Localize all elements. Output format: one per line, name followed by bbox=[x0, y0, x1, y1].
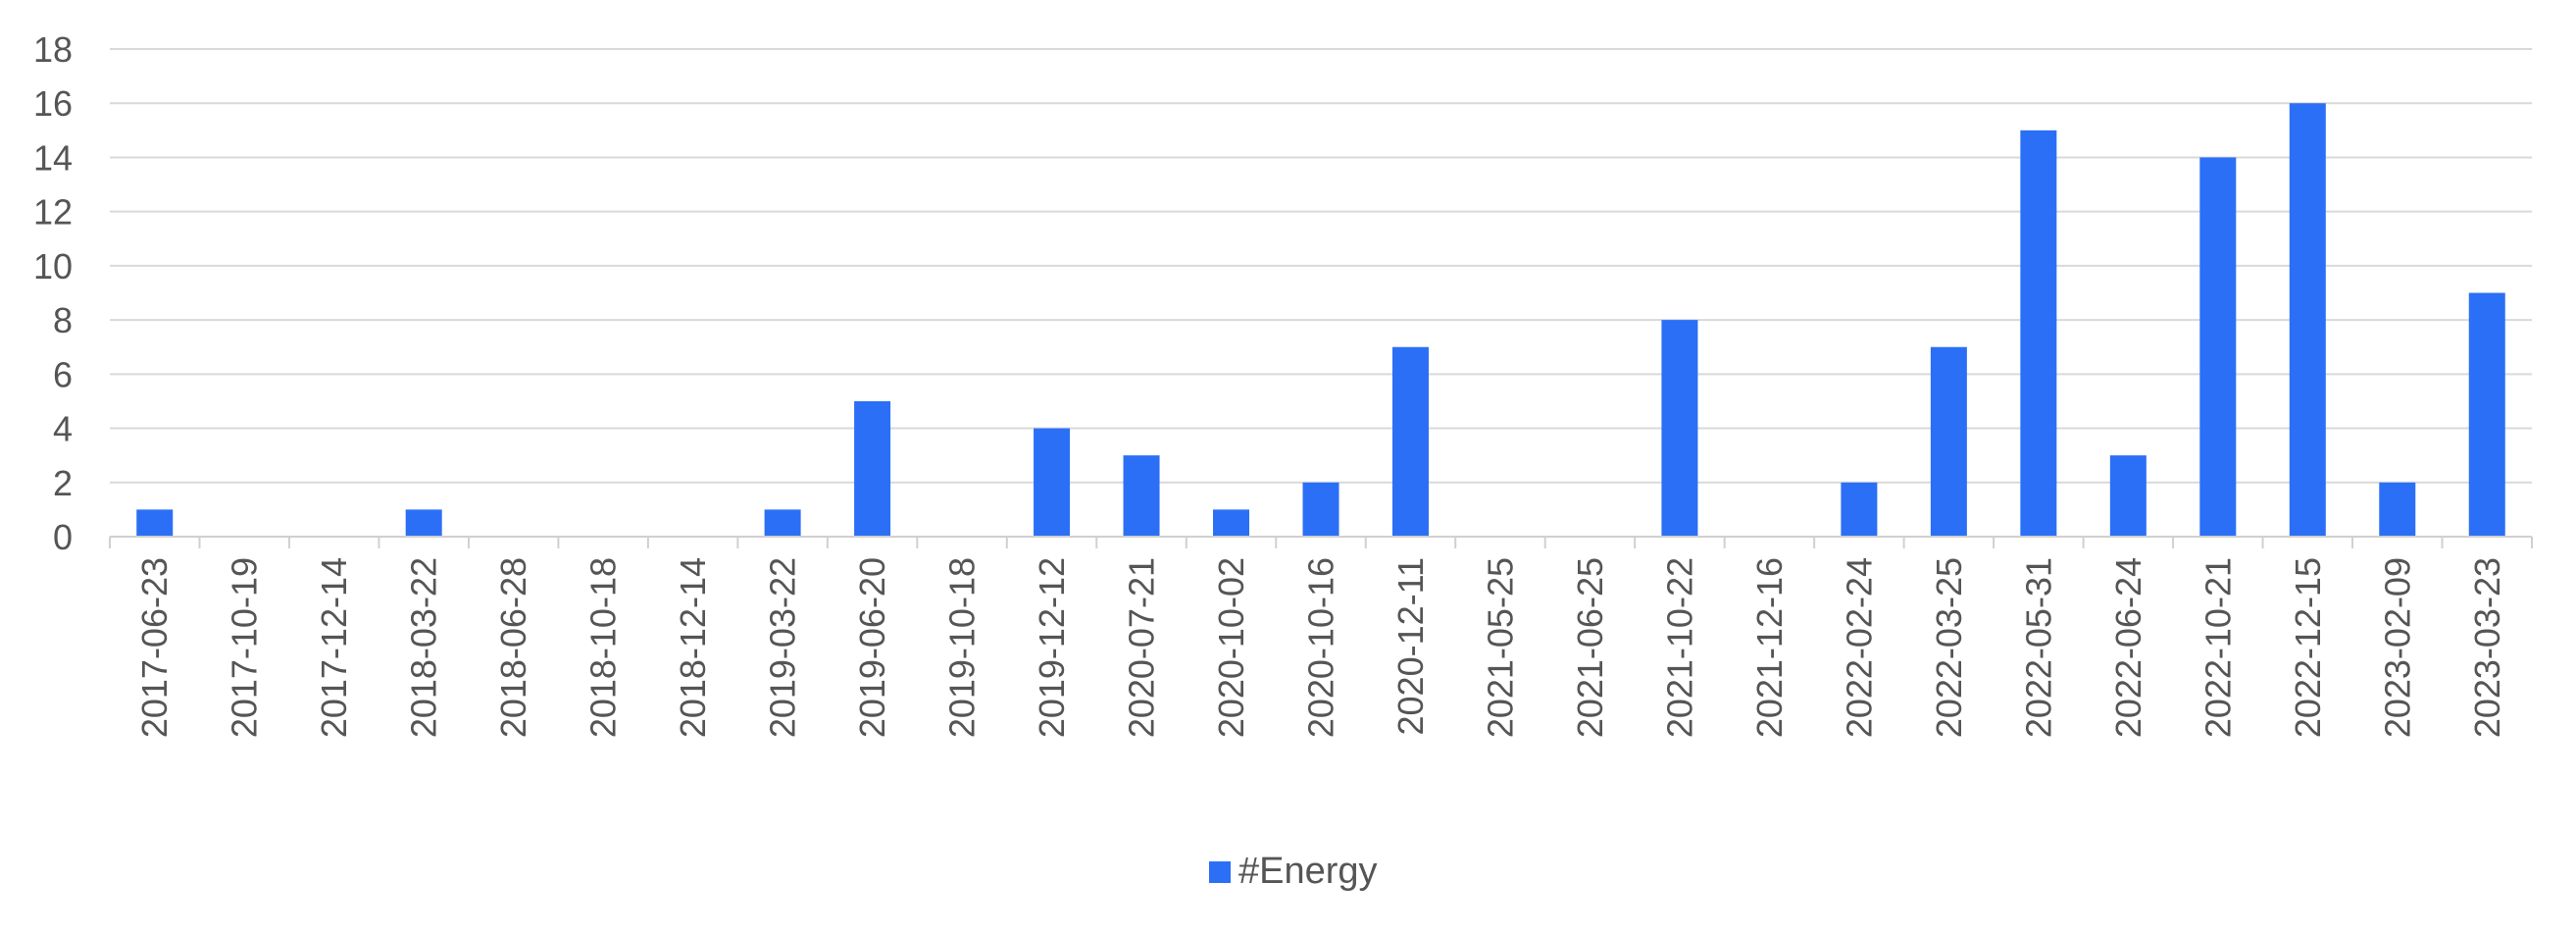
y-tick-label: 4 bbox=[53, 409, 73, 449]
y-tick-label: 2 bbox=[53, 463, 73, 503]
x-tick-label: 2021-05-25 bbox=[1480, 557, 1520, 738]
x-tick-label: 2018-10-18 bbox=[583, 557, 624, 738]
x-tick-label: 2020-10-02 bbox=[1211, 557, 1251, 738]
bar-2023-02-09 bbox=[2379, 482, 2416, 537]
x-tick-label: 2018-03-22 bbox=[404, 557, 444, 738]
y-tick-label: 18 bbox=[33, 29, 73, 70]
y-tick-label: 10 bbox=[33, 246, 73, 286]
x-tick-label: 2021-10-22 bbox=[1659, 557, 1699, 738]
x-tick-label: 2017-10-19 bbox=[225, 557, 265, 738]
x-tick-label: 2022-12-15 bbox=[2288, 557, 2328, 738]
x-tick-label: 2018-12-14 bbox=[673, 557, 713, 738]
y-tick-label: 16 bbox=[33, 83, 73, 124]
x-tick-label: 2023-02-09 bbox=[2377, 557, 2417, 738]
bar-2022-02-24 bbox=[1841, 482, 1878, 537]
bar-2020-10-16 bbox=[1302, 482, 1339, 537]
legend: #Energy bbox=[1209, 851, 1378, 892]
y-tick-label: 6 bbox=[53, 354, 73, 394]
x-tick-label: 2022-03-25 bbox=[1929, 557, 1969, 738]
x-tick-label: 2020-10-16 bbox=[1301, 557, 1341, 738]
x-tick-label: 2022-05-31 bbox=[2018, 557, 2058, 738]
x-tick-label: 2019-06-20 bbox=[852, 557, 892, 738]
y-tick-label: 12 bbox=[33, 192, 73, 233]
legend-label-energy: #Energy bbox=[1238, 851, 1378, 892]
x-tick-label: 2022-10-21 bbox=[2197, 557, 2238, 738]
x-axis bbox=[109, 536, 2533, 548]
x-tick-label: 2020-12-11 bbox=[1390, 557, 1431, 735]
x-tick-label: 2019-03-22 bbox=[763, 557, 803, 738]
bars bbox=[136, 103, 2505, 538]
x-tick-label: 2021-06-25 bbox=[1570, 557, 1610, 738]
bar-2018-03-22 bbox=[405, 509, 442, 537]
x-axis-ticks: 2017-06-23 2017-10-19 2017-12-14 2018-03-22… bbox=[134, 557, 2507, 738]
bar-2019-12-12 bbox=[1034, 428, 1071, 537]
x-tick-label: 2021-12-16 bbox=[1749, 557, 1790, 738]
x-tick-label: 2020-07-21 bbox=[1122, 557, 1162, 738]
bar-2020-10-02 bbox=[1213, 509, 1250, 537]
y-axis-ticks: 0 2 4 6 8 10 12 14 16 18 bbox=[33, 29, 73, 557]
x-tick-label: 2019-12-12 bbox=[1032, 557, 1072, 738]
bar-2019-03-22 bbox=[764, 509, 801, 537]
bar-2021-10-22 bbox=[1661, 320, 1698, 537]
bar-2022-03-25 bbox=[1930, 346, 1967, 537]
x-tick-label: 2018-06-28 bbox=[493, 557, 533, 738]
x-tick-label: 2022-02-24 bbox=[1839, 557, 1879, 738]
x-tick-label: 2022-06-24 bbox=[2108, 557, 2148, 738]
y-tick-label: 0 bbox=[53, 517, 73, 557]
legend-swatch bbox=[1209, 861, 1231, 883]
bar-2022-10-21 bbox=[2199, 157, 2237, 537]
bar-2022-12-15 bbox=[2289, 103, 2326, 537]
y-tick-label: 8 bbox=[53, 300, 73, 340]
y-tick-label: 14 bbox=[33, 137, 73, 178]
x-tick-label: 2019-10-18 bbox=[942, 557, 983, 738]
bar-2017-06-23 bbox=[136, 509, 174, 537]
bar-2019-06-20 bbox=[854, 400, 891, 537]
x-tick-label: 2023-03-23 bbox=[2467, 557, 2507, 738]
bar-2022-05-31 bbox=[2020, 130, 2057, 538]
x-tick-label: 2017-06-23 bbox=[134, 557, 175, 738]
x-tick-label: 2017-12-14 bbox=[314, 557, 354, 738]
bar-2020-12-11 bbox=[1391, 346, 1429, 537]
gridlines bbox=[110, 48, 2532, 484]
bar-2023-03-23 bbox=[2468, 292, 2505, 537]
bar-2022-06-24 bbox=[2109, 455, 2147, 537]
bar-2020-07-21 bbox=[1123, 455, 1160, 537]
